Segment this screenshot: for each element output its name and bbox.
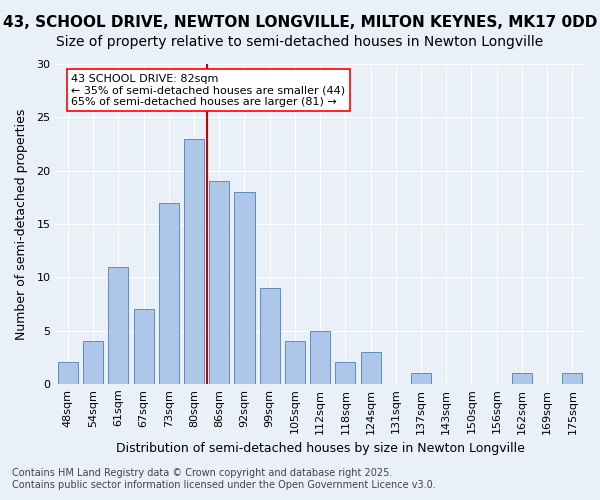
Bar: [235, 192, 254, 384]
Bar: [159, 202, 179, 384]
Bar: [209, 182, 229, 384]
Bar: [310, 330, 330, 384]
Bar: [411, 373, 431, 384]
Bar: [285, 341, 305, 384]
X-axis label: Distribution of semi-detached houses by size in Newton Longville: Distribution of semi-detached houses by …: [116, 442, 524, 455]
Bar: [184, 138, 204, 384]
Bar: [83, 341, 103, 384]
Bar: [134, 309, 154, 384]
Bar: [512, 373, 532, 384]
Text: Contains HM Land Registry data © Crown copyright and database right 2025.
Contai: Contains HM Land Registry data © Crown c…: [12, 468, 436, 490]
Bar: [335, 362, 355, 384]
Text: Size of property relative to semi-detached houses in Newton Longville: Size of property relative to semi-detach…: [56, 35, 544, 49]
Text: 43 SCHOOL DRIVE: 82sqm
← 35% of semi-detached houses are smaller (44)
65% of sem: 43 SCHOOL DRIVE: 82sqm ← 35% of semi-det…: [71, 74, 346, 107]
Bar: [260, 288, 280, 384]
Bar: [58, 362, 78, 384]
Y-axis label: Number of semi-detached properties: Number of semi-detached properties: [15, 108, 28, 340]
Text: 43, SCHOOL DRIVE, NEWTON LONGVILLE, MILTON KEYNES, MK17 0DD: 43, SCHOOL DRIVE, NEWTON LONGVILLE, MILT…: [3, 15, 597, 30]
Bar: [108, 266, 128, 384]
Bar: [361, 352, 380, 384]
Bar: [562, 373, 583, 384]
